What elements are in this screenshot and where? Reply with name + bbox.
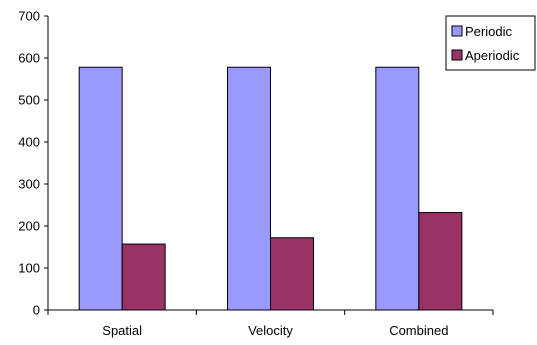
- y-axis-ticks: 0 100 200 300 400 500 600 700: [18, 9, 48, 318]
- legend: Periodic Aperiodic: [445, 15, 536, 71]
- legend-swatch-periodic: [451, 25, 463, 37]
- bar-periodic-combined: [375, 66, 420, 311]
- y-tick-label: 300: [18, 177, 40, 192]
- y-tick-label: 100: [18, 261, 40, 276]
- x-axis-ticks: [47, 310, 494, 315]
- bar-aperiodic-combined: [418, 212, 463, 311]
- y-tick-label: 200: [18, 219, 40, 234]
- legend-box: [445, 15, 536, 71]
- y-tick-label: 600: [18, 51, 40, 66]
- y-tick-label: 500: [18, 93, 40, 108]
- y-tick-label: 700: [18, 9, 40, 24]
- legend-label-aperiodic: Aperiodic: [465, 48, 520, 63]
- y-tick-label: 0: [33, 303, 40, 318]
- bar-aperiodic-velocity: [270, 237, 314, 311]
- x-category-label: Velocity: [248, 323, 293, 338]
- x-category-label: Spatial: [102, 323, 142, 338]
- y-tick-label: 400: [18, 135, 40, 150]
- x-category-label: Combined: [389, 323, 448, 338]
- bar-aperiodic-spatial: [121, 243, 166, 311]
- bar-periodic-velocity: [227, 66, 271, 311]
- category-labels: Spatial Velocity Combined: [102, 323, 448, 338]
- bar-periodic-spatial: [78, 66, 123, 311]
- bar-series: [78, 66, 463, 311]
- legend-label-periodic: Periodic: [465, 24, 512, 39]
- legend-swatch-aperiodic: [451, 49, 463, 61]
